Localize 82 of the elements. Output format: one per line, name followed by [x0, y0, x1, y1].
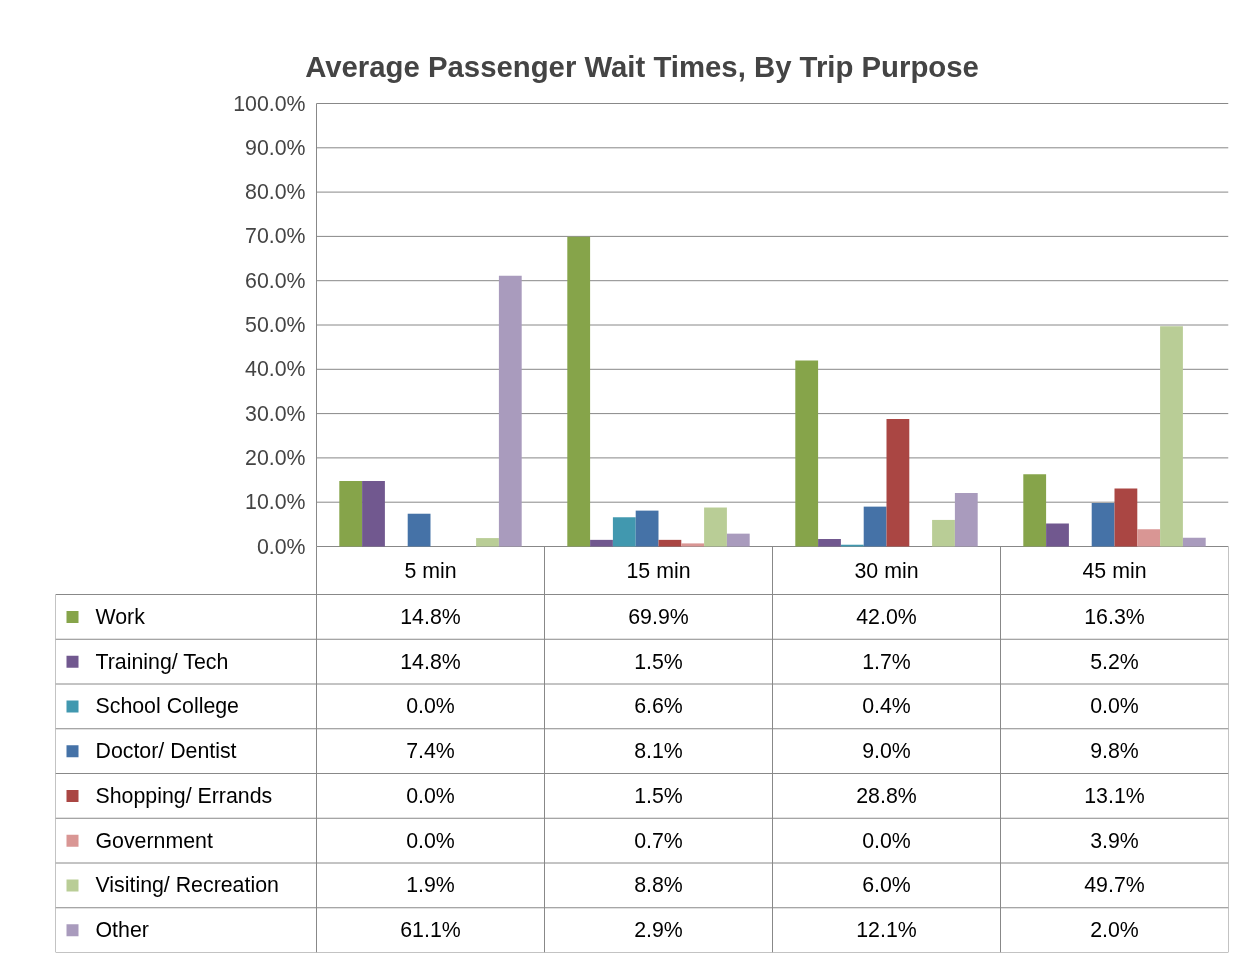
y-tick-label: 50.0% [245, 313, 306, 337]
x-tick-label: 30 min [854, 558, 919, 583]
data-label: 14.8% [400, 649, 461, 674]
data-label: 1.7% [862, 649, 911, 674]
x-tick-label: 5 min [404, 558, 457, 583]
bar [590, 539, 613, 547]
bar [886, 418, 910, 547]
bar [1046, 523, 1069, 547]
bar [612, 517, 636, 547]
data-label: 14.8% [400, 604, 461, 629]
data-label: 16.3% [1084, 604, 1145, 629]
bar [954, 492, 978, 547]
bar [1023, 474, 1047, 547]
data-label: 8.1% [634, 739, 683, 764]
data-label: 0.0% [862, 828, 911, 853]
legend-label: School College [95, 694, 239, 719]
data-label: 6.0% [862, 873, 911, 898]
data-label: 0.4% [862, 694, 911, 719]
bar [726, 533, 750, 547]
legend-label: Visiting/ Recreation [95, 873, 279, 898]
y-tick-label: 10.0% [245, 490, 306, 515]
bar [339, 480, 363, 547]
bar [1182, 537, 1206, 547]
bar [658, 539, 682, 547]
legend-label: Other [95, 918, 149, 943]
bar [407, 513, 431, 547]
bar [1114, 488, 1138, 547]
chart-title: Average Passenger Wait Times, By Trip Purpose [305, 49, 979, 83]
data-label: 12.1% [856, 918, 917, 943]
data-label: 8.8% [634, 873, 683, 898]
data-label: 0.0% [406, 828, 455, 853]
y-tick-label: 90.0% [245, 135, 306, 160]
bar [1160, 326, 1183, 547]
data-label: 3.9% [1090, 828, 1139, 853]
y-tick-label: 100.0% [233, 91, 306, 116]
data-label: 9.8% [1090, 739, 1139, 764]
data-label: 5.2% [1090, 649, 1139, 674]
legend-label: Training/ Tech [95, 649, 229, 674]
x-tick-label: 15 min [626, 558, 691, 583]
data-label: 0.0% [1090, 694, 1139, 719]
data-label: 49.7% [1084, 873, 1145, 898]
data-label: 0.0% [406, 783, 455, 808]
y-tick-label: 30.0% [245, 401, 306, 426]
data-label: 9.0% [862, 739, 911, 764]
data-label: 13.1% [1084, 783, 1145, 808]
data-label: 42.0% [856, 604, 917, 629]
bar [1091, 503, 1115, 547]
data-label: 0.0% [406, 694, 455, 719]
y-tick-label: 20.0% [245, 445, 306, 470]
legend-label: Work [95, 604, 146, 629]
y-tick-label: 80.0% [245, 180, 306, 205]
legend-label: Shopping/ Errands [95, 783, 273, 808]
legend-label: Government [95, 828, 213, 853]
y-tick-label: 0.0% [256, 534, 306, 559]
data-label: 1.5% [634, 649, 683, 674]
y-tick-label: 60.0% [245, 268, 306, 293]
bar [932, 519, 955, 547]
bar [567, 236, 591, 547]
data-label: 1.5% [634, 783, 683, 808]
data-label: 2.9% [634, 918, 683, 943]
bar [1137, 529, 1161, 547]
y-tick-label: 40.0% [245, 357, 306, 382]
y-tick-label: 70.0% [245, 224, 306, 249]
data-label: 2.0% [1090, 918, 1139, 943]
bar [795, 360, 819, 547]
data-label: 0.7% [634, 828, 683, 853]
x-tick-label: 45 min [1082, 558, 1147, 583]
bar [704, 507, 727, 547]
data-label: 69.9% [628, 604, 689, 629]
bar [476, 538, 499, 547]
data-label: 28.8% [856, 783, 917, 808]
bar [681, 543, 705, 547]
bar [635, 510, 659, 547]
legend-label: Doctor/ Dentist [95, 739, 237, 764]
bar [863, 506, 887, 547]
bar [498, 275, 522, 547]
bar [362, 480, 385, 547]
data-label: 7.4% [406, 739, 455, 764]
bar [818, 538, 841, 547]
data-label: 1.9% [406, 873, 455, 898]
data-label: 6.6% [634, 694, 683, 719]
data-label: 61.1% [400, 918, 461, 943]
